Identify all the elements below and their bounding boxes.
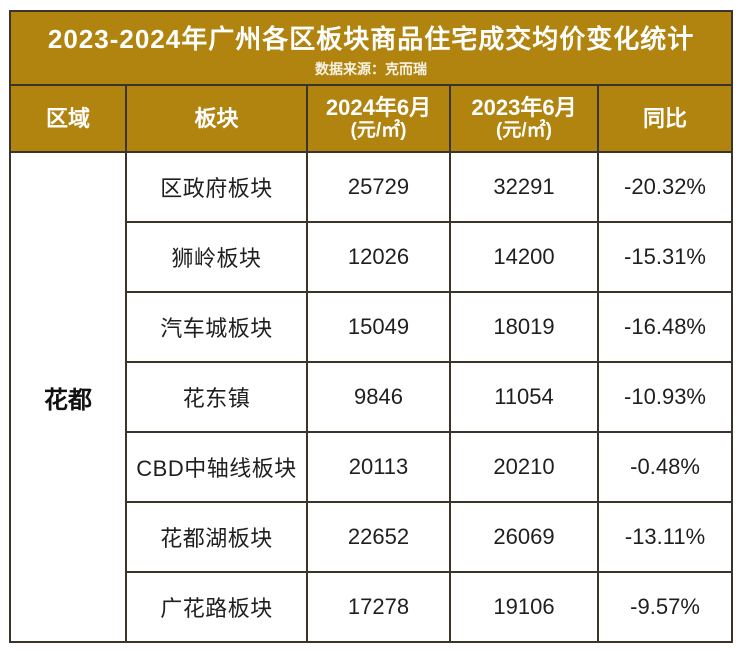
housing-price-table: 2023-2024年广州各区板块商品住宅成交均价变化统计 数据来源：克而瑞 区域…	[8, 10, 734, 643]
plate-cell: 花都湖板块	[125, 501, 308, 573]
yoy-cell: -9.57%	[596, 571, 734, 643]
price-2024-cell: 25729	[306, 151, 451, 223]
yoy-cell: -15.31%	[596, 221, 734, 293]
price-2024-cell: 22652	[306, 501, 451, 573]
table-row: 汽车城板块 15049 18019 -16.48%	[10, 291, 734, 363]
plate-cell: CBD中轴线板块	[125, 431, 308, 503]
price-2023-cell: 11054	[449, 361, 599, 433]
price-2023-cell: 20210	[449, 431, 599, 503]
price-2023-cell: 14200	[449, 221, 599, 293]
page-title: 2023-2024年广州各区板块商品住宅成交均价变化统计	[47, 24, 695, 55]
column-header-region: 区域	[9, 84, 127, 153]
column-header-2024: 2024年6月 (元/㎡)	[306, 84, 451, 153]
table-row: 花都湖板块 22652 26069 -13.11%	[10, 501, 734, 573]
table-row: CBD中轴线板块 20113 20210 -0.48%	[10, 431, 734, 503]
table-row: 花东镇 9846 11054 -10.93%	[10, 361, 734, 433]
column-header-2023: 2023年6月 (元/㎡)	[449, 84, 599, 153]
plate-cell: 区政府板块	[125, 151, 308, 223]
plate-cell: 狮岭板块	[125, 221, 308, 293]
price-2023-cell: 19106	[449, 571, 599, 643]
yoy-cell: -0.48%	[596, 431, 734, 503]
plate-cell: 花东镇	[125, 361, 308, 433]
plate-cell: 广花路板块	[125, 571, 308, 643]
yoy-cell: -10.93%	[596, 361, 734, 433]
price-2024-cell: 15049	[306, 291, 451, 363]
price-2024-cell: 20113	[306, 431, 451, 503]
price-2023-cell: 32291	[449, 151, 599, 223]
price-2024-cell: 9846	[306, 361, 451, 433]
title-row: 2023-2024年广州各区板块商品住宅成交均价变化统计 数据来源：克而瑞	[8, 10, 734, 86]
column-header-yoy: 同比	[596, 84, 734, 153]
column-header-2024-unit: (元/㎡)	[350, 120, 407, 142]
price-2024-cell: 12026	[306, 221, 451, 293]
yoy-cell: -16.48%	[596, 291, 734, 363]
column-header-2023-unit: (元/㎡)	[496, 120, 552, 142]
header-row: 区域 板块 2024年6月 (元/㎡) 2023年6月 (元/㎡) 同比	[9, 84, 734, 153]
price-2023-cell: 18019	[449, 291, 599, 363]
table-row: 花都 区政府板块 25729 32291 -20.32%	[9, 151, 734, 643]
table-row: 广花路板块 17278 19106 -9.57%	[10, 571, 734, 643]
price-2023-cell: 26069	[449, 501, 599, 573]
region-cell-huadu: 花都	[9, 151, 127, 643]
table-row: 狮岭板块 12026 14200 -15.31%	[10, 221, 734, 293]
yoy-cell: -20.32%	[596, 151, 734, 223]
column-header-plate: 板块	[125, 84, 308, 153]
column-header-2023-label: 2023年6月	[471, 94, 577, 120]
plate-cell: 汽车城板块	[125, 291, 308, 363]
price-2024-cell: 17278	[306, 571, 451, 643]
data-source-label: 数据来源：克而瑞	[315, 60, 428, 77]
column-header-2024-label: 2024年6月	[325, 94, 432, 120]
yoy-cell: -13.11%	[596, 501, 734, 573]
title-banner: 2023-2024年广州各区板块商品住宅成交均价变化统计 数据来源：克而瑞	[8, 10, 734, 86]
